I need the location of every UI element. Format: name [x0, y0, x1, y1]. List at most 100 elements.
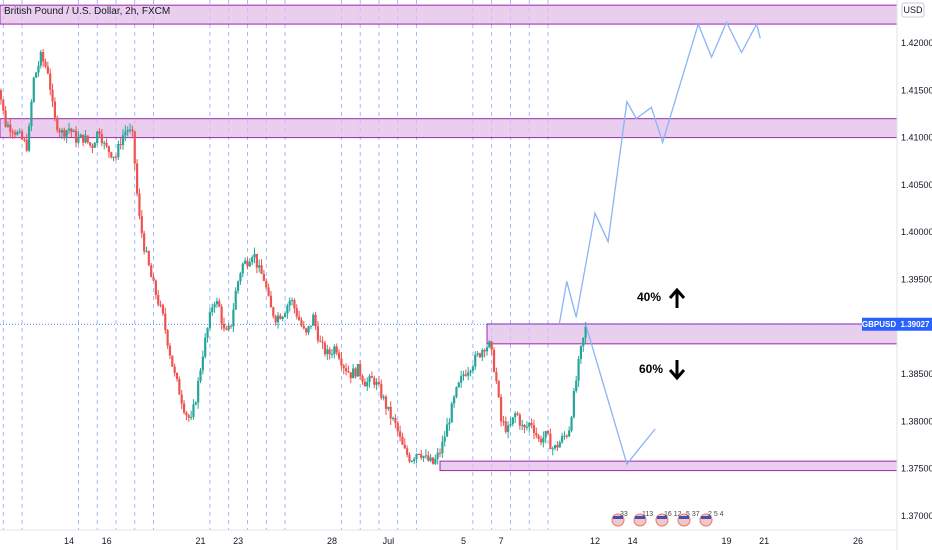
candle-body [164, 313, 167, 331]
candle-body [401, 436, 404, 445]
support-resistance-zones [0, 4, 898, 472]
candle-body [185, 412, 188, 416]
time-axis[interactable]: 14 16 21 23 28 Jul 5 7 12 14 19 21 26 [0, 529, 897, 546]
candle-body [577, 359, 580, 381]
price-axis[interactable]: USD 1.420001.415001.410001.405001.400001… [862, 0, 932, 550]
time-tick: 19 [721, 536, 731, 546]
price-tick: 1.40500 [901, 180, 932, 190]
candle-body [0, 90, 3, 100]
candle-body [154, 280, 157, 295]
flag-icon-stripe [679, 516, 689, 519]
candle-body [521, 424, 524, 426]
candle-body [251, 257, 254, 263]
candle-body [370, 376, 374, 378]
candle-body [403, 444, 406, 449]
candle-body [4, 110, 7, 127]
candle-body [509, 424, 512, 426]
candle-body [121, 135, 125, 146]
time-tick: 28 [327, 536, 337, 546]
candle-body [272, 307, 275, 317]
candle-body [13, 132, 17, 135]
candle-body [286, 305, 289, 314]
candle-body [408, 454, 411, 462]
candle-body [218, 301, 221, 307]
candle-body [288, 300, 291, 306]
candle-body [556, 445, 559, 448]
candle-body [323, 342, 327, 355]
candle-body [342, 365, 345, 369]
candle-body [143, 233, 146, 252]
candle-body [225, 328, 228, 330]
candle-body [396, 422, 399, 432]
price-tick: 1.42000 [901, 38, 932, 48]
event-flag[interactable]: 2 5 4 [699, 511, 724, 527]
candle-body [417, 453, 420, 455]
candle-body [361, 376, 364, 382]
candle-body [140, 215, 143, 234]
chart-title: British Pound / U.S. Dollar, 2h, FXCM [4, 6, 170, 17]
candle-body [453, 396, 456, 404]
candle-body [476, 353, 479, 355]
candle-body [575, 380, 578, 391]
candle-body [546, 430, 550, 434]
price-tag-symbol: GBPUSD [862, 320, 896, 329]
annotation-40-percent: 40% [637, 287, 686, 308]
candle-body [175, 372, 179, 380]
event-flag[interactable]: 16 12 [655, 511, 682, 527]
currency-badge [901, 2, 925, 18]
candle-body [549, 433, 552, 450]
event-count: 5 37 [686, 511, 700, 518]
economic-events-row[interactable]: 33 113 16 12 5 37 2 5 4 [611, 511, 724, 527]
candle-body [319, 340, 322, 342]
candle-body [46, 66, 49, 74]
candle-body [220, 306, 223, 324]
candle-body [384, 396, 388, 409]
candle-body [518, 414, 521, 426]
candle-body [328, 349, 331, 355]
candle-body [213, 304, 216, 308]
candle-body [542, 437, 545, 443]
candle-body [333, 346, 336, 355]
time-tick: 12 [590, 536, 600, 546]
candle-body [227, 325, 230, 330]
candle-body [201, 356, 204, 371]
price-zone [486, 323, 898, 345]
candle-body [274, 316, 277, 323]
candle-body [283, 313, 287, 317]
candle-body [124, 131, 127, 136]
candle-body [544, 430, 547, 438]
candle-body [305, 328, 308, 333]
candle-body [438, 452, 442, 454]
candle-body [352, 368, 355, 379]
event-flag[interactable]: 33 [611, 511, 628, 527]
candle-body [337, 352, 341, 359]
candle-body [450, 403, 453, 423]
candle-body [265, 280, 268, 288]
candle-body [96, 131, 99, 143]
candle-body [86, 135, 89, 143]
candle-body [528, 423, 531, 427]
candle-body [420, 454, 423, 458]
candle-body [72, 130, 75, 133]
candle-body [67, 128, 71, 131]
candle-body [236, 281, 240, 291]
price-tick: 1.39500 [901, 275, 932, 285]
time-tick: Jul [383, 536, 395, 546]
candle-body [49, 73, 52, 90]
candle-body [182, 403, 186, 413]
candle-body [298, 316, 301, 321]
candle-body [281, 316, 284, 320]
candle-body [469, 370, 472, 373]
event-flag[interactable]: 5 37 [677, 511, 700, 527]
candle-body [514, 413, 517, 418]
candle-body [443, 436, 446, 442]
candle-body [455, 387, 458, 397]
price-tick: 1.37000 [901, 511, 932, 521]
time-tick: 5 [461, 536, 466, 546]
event-flag[interactable]: 113 [633, 511, 653, 527]
candle-body [81, 134, 85, 143]
price-tick: 1.41500 [901, 85, 932, 95]
candle-body [398, 431, 402, 437]
